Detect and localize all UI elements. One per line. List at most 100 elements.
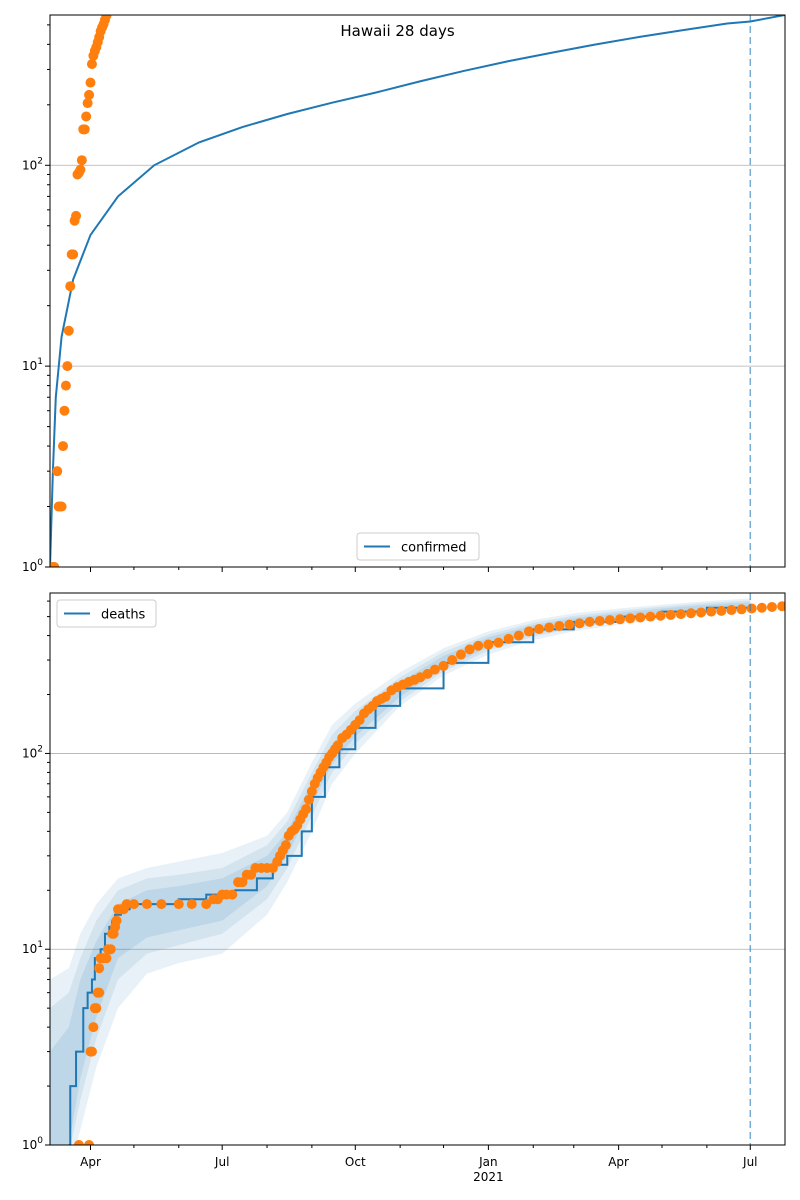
data-point (429, 664, 440, 675)
data-point (86, 59, 97, 70)
x-year-label: 2021 (473, 1170, 504, 1184)
data-point (564, 619, 575, 630)
x-tick-label: Apr (608, 1155, 629, 1169)
data-point (766, 601, 777, 612)
chart-title: Hawaii 28 days (340, 22, 454, 40)
data-point (675, 609, 686, 620)
data-point (625, 613, 636, 624)
data-point (544, 622, 555, 633)
data-point (94, 987, 105, 998)
data-point (584, 616, 595, 627)
legend-label: deaths (101, 608, 146, 623)
data-point (111, 915, 122, 926)
data-point (380, 691, 391, 702)
data-point (301, 804, 312, 815)
x-tick-label: Jul (214, 1155, 229, 1169)
data-point (156, 899, 167, 910)
data-point (594, 615, 605, 626)
legend-label: confirmed (401, 541, 467, 556)
data-point (483, 639, 494, 650)
data-point (635, 612, 646, 623)
data-point (50, 562, 60, 567)
axes-frame (49, 14, 786, 568)
legend: deaths (56, 599, 157, 628)
legend: confirmed (356, 532, 480, 561)
data-point (101, 15, 112, 21)
data-point (503, 633, 514, 644)
data-point (65, 281, 76, 292)
axes-frame (49, 592, 786, 1146)
legend-box (356, 532, 480, 561)
y-tick-label: 102 (22, 156, 43, 172)
x-tick-label: Jul (742, 1155, 757, 1169)
data-point (736, 604, 747, 615)
data-point (777, 601, 785, 612)
x-tick-label: Apr (80, 1155, 101, 1169)
data-point (101, 953, 112, 964)
data-point (237, 877, 248, 888)
data-point (306, 786, 317, 797)
data-point (604, 615, 615, 626)
data-point (574, 618, 585, 629)
data-point (227, 889, 238, 900)
plot-area (50, 15, 785, 567)
data-point (76, 155, 87, 166)
data-point (94, 963, 105, 974)
data-point (52, 466, 63, 477)
data-point (447, 655, 458, 666)
data-point (685, 608, 696, 619)
deaths-chart: 100 101 102 Apr Jul Oct Jan Apr Jul 2021 deaths (22, 592, 786, 1184)
y-tick-label: 100 (22, 558, 43, 574)
data-point (513, 630, 524, 641)
data-point (455, 649, 466, 660)
data-point (58, 441, 69, 452)
data-point (186, 899, 197, 910)
data-point (88, 1022, 99, 1033)
x-tick-label: Jan (478, 1155, 498, 1169)
data-point (523, 626, 534, 637)
uncertainty-band (50, 598, 751, 1145)
data-point (81, 111, 92, 122)
x-tick-label: Oct (345, 1155, 366, 1169)
data-point (141, 899, 152, 910)
data-point (73, 1140, 84, 1145)
data-point (121, 899, 132, 910)
data-point (464, 644, 475, 655)
data-point (63, 325, 74, 336)
data-point (85, 77, 96, 88)
data-point (59, 405, 70, 416)
data-point (84, 1140, 95, 1145)
data-point (303, 794, 314, 805)
y-tick-label: 101 (22, 940, 43, 956)
data-point (280, 840, 291, 851)
data-point (56, 501, 67, 512)
legend-box (56, 599, 157, 628)
data-point (554, 620, 565, 631)
y-tick-label: 100 (22, 1136, 43, 1152)
data-point (756, 602, 767, 613)
confirmed-chart: 100 101 102 Hawaii 28 days confirmed (22, 14, 786, 574)
data-point (128, 899, 139, 910)
data-point (493, 637, 504, 648)
data-point (173, 899, 184, 910)
data-point (84, 89, 95, 100)
data-point (665, 609, 676, 620)
data-point (79, 124, 90, 135)
data-point (201, 899, 212, 910)
data-point (75, 164, 86, 175)
data-point (615, 614, 626, 625)
data-point (332, 740, 343, 751)
data-point (68, 249, 79, 260)
data-point (82, 98, 93, 109)
data-point (706, 606, 717, 617)
data-point (746, 603, 757, 614)
data-point (645, 611, 656, 622)
data-point (438, 660, 449, 671)
data-point (726, 605, 737, 616)
confirmed-line (50, 15, 785, 567)
data-point (86, 1046, 97, 1057)
data-point (105, 944, 116, 955)
data-point (655, 610, 666, 621)
data-point (422, 668, 433, 679)
